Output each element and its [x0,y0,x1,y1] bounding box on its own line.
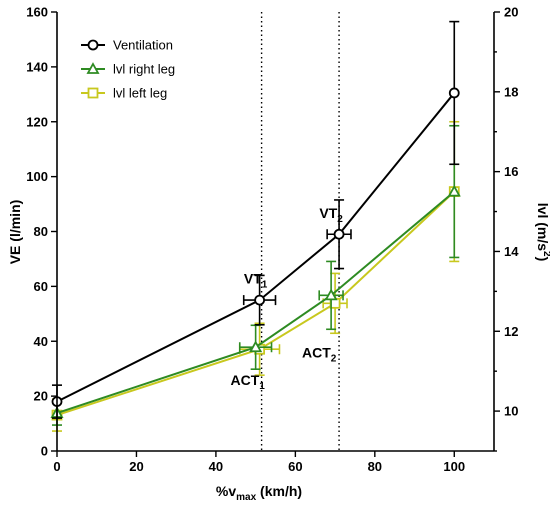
y-tick-label: 40 [34,334,48,349]
series-line [56,190,455,415]
series-layer [50,20,461,432]
x-tick-label: 60 [288,459,302,474]
data-point-triangle [86,62,100,74]
y-tick-label: 80 [34,224,48,239]
data-point-circle [448,87,460,99]
y2-axis-title-main: lvl (m/s [535,203,550,251]
annotation-text: VT [319,205,337,221]
annotation-act1: ACT1 [231,372,266,392]
data-point-circle [254,294,266,306]
annotation-subscript: 1 [259,381,265,392]
data-point-circle [87,39,99,51]
series-line [56,190,455,417]
annotation-vt2: VT2 [319,205,343,225]
y-tick-label: 160 [26,5,48,20]
legend-item-lvl-right-leg: lvl right leg [81,62,175,77]
y-tick-label: 20 [34,389,48,404]
x-tick-label: 80 [368,459,382,474]
annotation-text: VT [244,271,262,287]
legend-item-ventilation: Ventilation [81,38,173,53]
y2-axis-title: lvl (m/s2) [535,203,550,261]
series-line [56,92,456,403]
data-point-square [87,87,99,99]
annotation-subscript: 2 [331,354,337,365]
annotation-subscript: 1 [262,280,268,291]
annotation-text: ACT [302,345,331,361]
annotation-vt1: VT1 [244,271,268,291]
x-axis-title: %vmax (km/h) [216,483,302,503]
series-ventilation [51,20,460,419]
y-tick-label: 0 [41,444,48,459]
annotation-act2: ACT2 [302,345,337,365]
x-tick-label: 40 [209,459,223,474]
data-point-triangle [249,340,263,353]
data-point-circle [333,228,345,240]
axes-layer [56,12,495,452]
y-tick-label: 140 [26,59,48,74]
legend-label: Ventilation [113,38,173,53]
legend: Ventilation lvl right leg lvl left leg [81,38,175,101]
legend-item-lvl-left-leg: lvl left leg [81,86,167,101]
y-tick-label: 60 [34,279,48,294]
y2-tick-label: 20 [504,5,518,20]
y2-axis-title-sup: 2 [541,251,550,257]
legend-label: lvl left leg [113,86,167,101]
y2-tick-label: 18 [504,84,518,99]
x-axis-title-sub: max [236,492,256,503]
y-axis-title: VE (l/min) [7,200,23,265]
x-tick-label: 20 [129,459,143,474]
x-tick-label: 100 [443,459,465,474]
y2-tick-label: 12 [504,324,518,339]
x-axis-title-main: %v [216,483,236,499]
reference-lines-layer [260,12,340,451]
annotation-subscript: 2 [337,214,343,225]
annotation-text: ACT [231,372,260,388]
y-tick-label: 100 [26,169,48,184]
data-point-triangle [324,288,338,301]
y-tick-label: 120 [26,114,48,129]
x-tick-label: 0 [53,459,60,474]
legend-label: lvl right leg [113,62,175,77]
x-axis-title-unit: (km/h) [256,483,302,499]
y2-tick-label: 14 [504,244,519,259]
y2-tick-label: 10 [504,404,518,419]
y2-tick-label: 16 [504,164,518,179]
data-point-triangle [447,184,461,197]
y2-axis-title-close: ) [535,257,550,262]
